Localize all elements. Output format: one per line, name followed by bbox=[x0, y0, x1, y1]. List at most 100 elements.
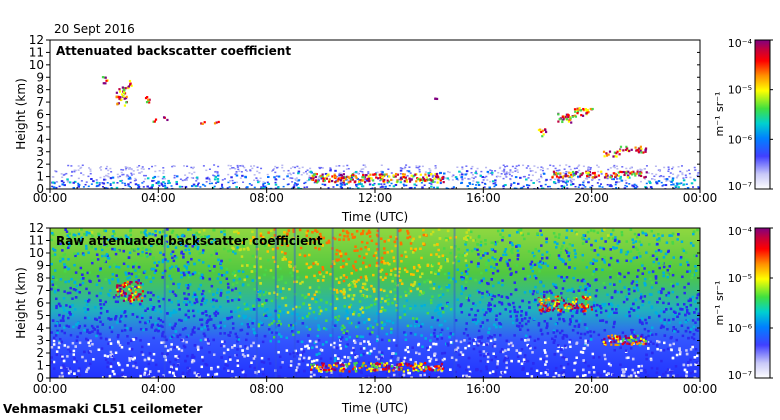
noise-pixel bbox=[387, 168, 390, 170]
noise-pixel bbox=[406, 170, 409, 172]
cloud-pixel bbox=[122, 95, 125, 98]
noise-pixel bbox=[612, 322, 616, 325]
noise-pixel bbox=[312, 262, 315, 265]
colorbar-tick-label: 10⁻⁵ bbox=[728, 84, 752, 97]
noise-pixel bbox=[466, 334, 470, 337]
cloud-pixel bbox=[339, 179, 342, 182]
noise-pixel bbox=[500, 302, 504, 306]
noise-pixel bbox=[361, 229, 365, 233]
noise-pixel bbox=[560, 292, 563, 295]
noise-pixel bbox=[264, 185, 267, 188]
noise-pixel bbox=[112, 358, 116, 361]
noise-pixel bbox=[478, 336, 482, 339]
noise-pixel bbox=[399, 241, 403, 245]
noise-pixel bbox=[352, 339, 356, 343]
cloud-pixel bbox=[640, 151, 643, 154]
cloud-pixel bbox=[312, 175, 315, 178]
noise-pixel bbox=[601, 258, 604, 261]
cloud-pixel bbox=[574, 110, 577, 113]
noise-pixel bbox=[388, 374, 392, 378]
noise-pixel bbox=[676, 303, 680, 306]
noise-pixel bbox=[259, 290, 262, 293]
cloud-pixel bbox=[117, 102, 120, 105]
boundary-layer-pixel bbox=[213, 178, 217, 181]
boundary-layer-pixel bbox=[481, 176, 484, 179]
noise-pixel bbox=[259, 234, 263, 238]
noise-pixel bbox=[85, 287, 88, 291]
noise-pixel bbox=[611, 304, 614, 307]
boundary-layer-pixel bbox=[465, 170, 469, 173]
noise-pixel bbox=[562, 310, 565, 314]
noise-pixel bbox=[112, 296, 116, 299]
noise-pixel bbox=[286, 232, 289, 235]
noise-pixel bbox=[113, 263, 116, 266]
noise-pixel bbox=[332, 186, 335, 188]
noise-pixel bbox=[110, 326, 114, 329]
noise-pixel bbox=[170, 185, 173, 187]
cloud-pixel bbox=[592, 172, 595, 175]
noise-pixel bbox=[252, 341, 255, 345]
boundary-layer-pixel bbox=[672, 187, 676, 189]
noise-pixel bbox=[509, 171, 512, 173]
noise-pixel bbox=[405, 164, 408, 166]
cloud-pixel bbox=[201, 122, 204, 125]
boundary-layer-pixel bbox=[357, 183, 361, 186]
noise-pixel bbox=[185, 340, 188, 344]
noise-pixel bbox=[649, 277, 652, 281]
noise-pixel bbox=[391, 277, 395, 280]
cloud-pixel bbox=[437, 176, 440, 179]
noise-pixel bbox=[538, 181, 541, 183]
noise-pixel bbox=[670, 234, 674, 237]
noise-pixel bbox=[173, 374, 177, 377]
noise-pixel bbox=[231, 370, 234, 373]
noise-pixel bbox=[128, 251, 132, 255]
noise-pixel bbox=[83, 271, 87, 274]
noise-pixel bbox=[606, 177, 609, 180]
noise-pixel bbox=[249, 242, 252, 245]
noise-pixel bbox=[636, 372, 640, 376]
noise-pixel bbox=[606, 234, 610, 237]
noise-pixel bbox=[136, 166, 139, 169]
noise-pixel bbox=[692, 325, 696, 329]
noise-pixel bbox=[191, 272, 195, 276]
noise-pixel bbox=[627, 356, 630, 359]
cloud-pixel bbox=[166, 118, 169, 122]
noise-pixel bbox=[597, 372, 600, 375]
noise-pixel bbox=[594, 309, 598, 313]
noise-pixel bbox=[170, 301, 174, 304]
noise-pixel bbox=[490, 358, 494, 362]
noise-pixel bbox=[257, 370, 260, 373]
noise-pixel bbox=[490, 309, 494, 313]
noise-pixel bbox=[668, 180, 671, 182]
noise-pixel bbox=[123, 240, 127, 244]
noise-pixel bbox=[464, 254, 467, 257]
noise-pixel bbox=[76, 335, 79, 339]
boundary-layer-pixel bbox=[68, 181, 72, 184]
noise-pixel bbox=[620, 233, 624, 237]
noise-pixel bbox=[126, 236, 130, 239]
noise-pixel bbox=[595, 314, 599, 317]
noise-pixel bbox=[173, 176, 176, 179]
noise-pixel bbox=[415, 165, 418, 167]
noise-pixel bbox=[456, 268, 459, 271]
noise-pixel bbox=[558, 257, 561, 260]
noise-pixel bbox=[508, 172, 511, 174]
noise-pixel bbox=[311, 346, 314, 349]
noise-pixel bbox=[184, 174, 187, 176]
noise-pixel bbox=[112, 230, 115, 233]
noise-pixel bbox=[274, 181, 277, 184]
noise-pixel bbox=[78, 367, 81, 370]
noise-pixel bbox=[494, 243, 497, 246]
noise-pixel bbox=[129, 233, 132, 237]
noise-pixel bbox=[260, 241, 264, 245]
noise-pixel bbox=[99, 245, 103, 248]
noise-pixel bbox=[380, 306, 384, 310]
cloud-pixel bbox=[123, 97, 126, 100]
noise-pixel bbox=[241, 284, 245, 287]
noise-pixel bbox=[537, 261, 541, 265]
noise-pixel bbox=[361, 335, 365, 339]
cloud-pixel bbox=[399, 177, 403, 180]
noise-pixel bbox=[157, 175, 160, 178]
noise-pixel bbox=[206, 328, 210, 331]
boundary-layer-pixel bbox=[92, 180, 95, 183]
